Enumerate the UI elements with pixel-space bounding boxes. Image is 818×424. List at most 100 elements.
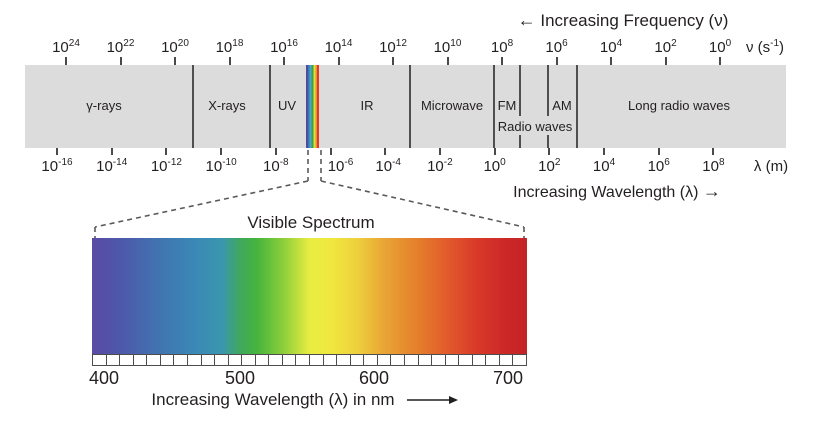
ruler-cell [364,355,378,365]
wavelength-tick-label: 10-12 [150,157,182,176]
frequency-tick-mark [555,57,558,65]
frequency-tick-mark [65,57,67,65]
nm-tick-label: 400 [88,368,120,388]
frequency-tick-label: 108 [490,38,514,57]
frequency-tick-mark [501,57,503,65]
wavelength-tick-mark [165,148,168,155]
band-label-x-rays: X-rays [208,98,246,113]
visible-spectrum-gradient-bar [92,238,527,354]
wavelength-tick-label: 10-2 [427,157,453,176]
ruler-cell [446,355,460,365]
ruler-cell [93,355,107,365]
increasing-wavelength-nm-label: Increasing Wavelength (λ) in nm [120,390,490,410]
nm-tick-label: 500 [224,368,256,388]
ruler-cell [229,355,243,365]
nm-tick-label: 600 [358,368,390,388]
wavelength-tick-label: 104 [592,157,616,176]
wavelength-tick-label: 10-8 [263,157,289,176]
ruler-cell [310,355,324,365]
frequency-tick-label: 102 [654,38,677,57]
frequency-tick-label: 106 [545,38,568,57]
wavelength-tick-label: 10-10 [205,157,237,176]
nm-ruler [92,354,527,366]
band-label-long-radio-waves: Long radio waves [628,98,730,113]
frequency-unit-label: ν (s-1) [745,38,785,57]
ruler-cell [391,355,405,365]
band-label-am: AM [552,98,572,113]
ruler-cell [120,355,134,365]
frequency-tick-label: 1024 [52,38,80,57]
ruler-cell [283,355,297,365]
band-divider [576,65,578,148]
band-label-microwave: Microwave [420,98,484,113]
left-arrow-icon: ← [517,10,536,30]
wavelength-tick-mark [384,148,387,155]
band-divider [192,65,194,148]
ruler-cell [269,355,283,365]
band-divider [269,65,271,148]
band-divider [547,135,549,148]
wavelength-tick-label: 100 [483,157,506,176]
ruler-cell [161,355,175,365]
right-arrow-icon [406,396,458,404]
ruler-cell [486,355,500,365]
band-label-uv: UV [277,98,297,113]
frequency-tick-mark [664,57,667,65]
frequency-tick-mark [719,57,721,65]
frequency-tick-label: 1016 [270,38,298,57]
wavelength-tick-mark [220,148,223,155]
ruler-cell [134,355,148,365]
wavelength-tick-label: 102 [538,157,561,176]
wavelength-tick-mark [329,148,332,155]
ruler-cell [500,355,514,365]
wavelength-tick-mark [493,148,496,155]
increasing-wavelength-text: Increasing Wavelength (λ) [513,184,699,201]
nm-tick-label: 700 [492,368,524,388]
ruler-cell [188,355,202,365]
increasing-frequency-text: Increasing Frequency (ν) [540,11,729,30]
wavelength-tick-mark [603,148,605,155]
frequency-tick-mark [174,57,176,65]
ruler-cell [419,355,433,365]
frequency-tick-mark [283,57,285,65]
ruler-cell [378,355,392,365]
frequency-tick-label: 1010 [433,38,462,57]
frequency-tick-label: 1012 [379,38,407,57]
ruler-cell [351,355,365,365]
spectrum-band [25,65,786,148]
wavelength-tick-mark [438,148,441,155]
ruler-cell [459,355,473,365]
wavelength-tick-label: 10-4 [375,157,401,176]
increasing-wavelength-nm-text: Increasing Wavelength (λ) in nm [151,390,395,409]
ruler-cell [215,355,229,365]
band-label-ir: IR [360,98,374,113]
increasing-frequency-label: ← Increasing Frequency (ν) [518,10,729,31]
band-divider [547,65,549,116]
wavelength-tick-label: 106 [647,157,670,176]
band-label-gamma-rays: γ-rays [86,98,122,113]
right-arrow-icon: → [702,181,721,201]
wavelength-tick-label: 10-16 [41,157,73,176]
band-divider [493,65,495,148]
wavelength-tick-mark [274,148,277,155]
ruler-cell [256,355,270,365]
wavelength-tick-mark [548,148,551,155]
ruler-cell [242,355,256,365]
wavelength-tick-mark [56,148,58,155]
frequency-tick-label: 1020 [161,38,189,57]
ruler-cell [107,355,121,365]
ruler-cell [405,355,419,365]
wavelength-tick-label: 10-14 [96,157,128,176]
wavelength-tick-label: 108 [702,157,725,176]
frequency-tick-label: 1018 [215,38,244,57]
wavelength-tick-label: 10-6 [327,157,354,176]
wavelength-tick-mark [712,148,715,155]
wavelength-tick-mark [657,148,660,155]
ruler-cell [202,355,216,365]
ruler-cell [147,355,161,365]
frequency-tick-label: 100 [708,38,732,57]
visible-spectrum-title: Visible Spectrum [247,213,375,232]
band-divider [519,135,521,148]
ruler-cell [337,355,351,365]
